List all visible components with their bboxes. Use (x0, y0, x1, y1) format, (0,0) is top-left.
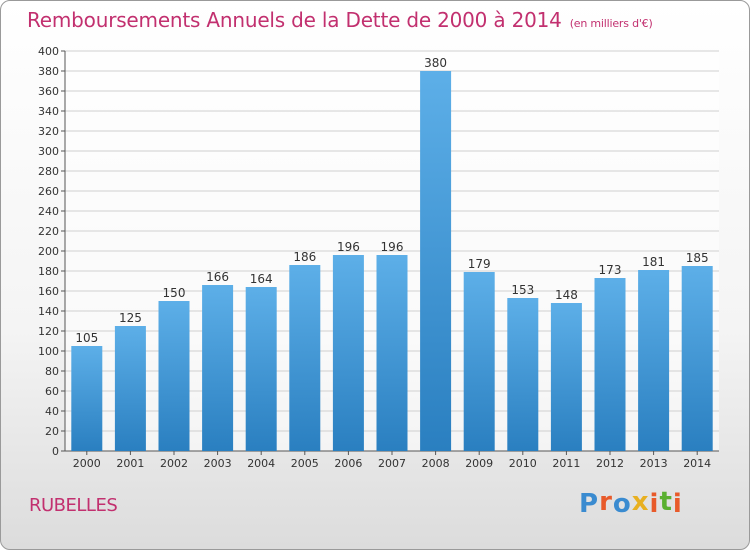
x-tick-label: 2002 (160, 457, 188, 470)
data-label: 181 (642, 255, 665, 269)
town-name: RUBELLES (29, 495, 118, 516)
y-tick-label: 340 (38, 105, 59, 118)
bar (594, 278, 626, 451)
data-label: 125 (119, 311, 142, 325)
x-tick-label: 2013 (640, 457, 668, 470)
x-tick-label: 2011 (552, 457, 580, 470)
data-label: 196 (337, 240, 360, 254)
data-label: 166 (206, 270, 229, 284)
y-tick-label: 380 (38, 65, 59, 78)
y-tick-label: 160 (38, 285, 59, 298)
x-tick-label: 2005 (291, 457, 319, 470)
chart-title: Remboursements Annuels de la Dette de 20… (27, 8, 653, 32)
logo-letter: x (631, 487, 650, 517)
y-tick-label: 20 (45, 425, 59, 438)
y-tick-label: 300 (38, 145, 59, 158)
y-tick-label: 280 (38, 165, 59, 178)
bar (158, 301, 190, 451)
y-tick-label: 260 (38, 185, 59, 198)
y-tick-label: 100 (38, 345, 59, 358)
logo-letter: P (579, 489, 600, 519)
data-label: 173 (599, 263, 622, 277)
data-label: 105 (75, 331, 98, 345)
logo-letter: i (649, 489, 660, 519)
logo-letter: i (672, 489, 683, 519)
bar (638, 270, 670, 451)
x-tick-label: 2004 (247, 457, 275, 470)
y-tick-label: 80 (45, 365, 59, 378)
x-tick-label: 2006 (334, 457, 362, 470)
y-tick-label: 120 (38, 325, 59, 338)
data-label: 380 (424, 56, 447, 70)
y-tick-label: 0 (52, 445, 59, 458)
y-tick-label: 220 (38, 225, 59, 238)
x-tick-label: 2003 (204, 457, 232, 470)
x-tick-label: 2012 (596, 457, 624, 470)
bar (376, 255, 408, 451)
data-label: 185 (686, 251, 709, 265)
bar (245, 287, 277, 451)
data-label: 150 (163, 286, 186, 300)
y-tick-label: 400 (38, 45, 59, 58)
bar (420, 71, 452, 451)
bar (289, 265, 321, 451)
bar (507, 298, 539, 451)
bar (681, 266, 713, 451)
y-tick-label: 320 (38, 125, 59, 138)
bar (114, 326, 146, 451)
x-tick-label: 2009 (465, 457, 493, 470)
logo-letter: r (599, 487, 613, 517)
x-tick-label: 2001 (116, 457, 144, 470)
chart-unit: (en milliers d'€) (569, 17, 653, 30)
bar (332, 255, 364, 451)
y-tick-label: 60 (45, 385, 59, 398)
y-tick-label: 360 (38, 85, 59, 98)
y-tick-label: 40 (45, 405, 59, 418)
data-label: 196 (381, 240, 404, 254)
bar (550, 303, 582, 451)
logo-letter: t (659, 487, 673, 517)
x-tick-label: 2008 (422, 457, 450, 470)
y-tick-label: 180 (38, 265, 59, 278)
x-tick-label: 2010 (509, 457, 537, 470)
data-label: 186 (293, 250, 316, 264)
x-tick-label: 2014 (683, 457, 711, 470)
data-label: 153 (511, 283, 534, 297)
logo-letter: o (612, 489, 632, 519)
y-tick-label: 140 (38, 305, 59, 318)
proxiti-logo: Proxiti (579, 487, 683, 519)
bar (463, 272, 495, 451)
y-tick-label: 240 (38, 205, 59, 218)
chart-title-text: Remboursements Annuels de la Dette de 20… (27, 8, 562, 32)
x-tick-label: 2007 (378, 457, 406, 470)
data-label: 148 (555, 288, 578, 302)
x-tick-label: 2000 (73, 457, 101, 470)
bar (202, 285, 234, 451)
data-label: 164 (250, 272, 273, 286)
data-label: 179 (468, 257, 491, 271)
y-tick-label: 200 (38, 245, 59, 258)
bar (71, 346, 103, 451)
